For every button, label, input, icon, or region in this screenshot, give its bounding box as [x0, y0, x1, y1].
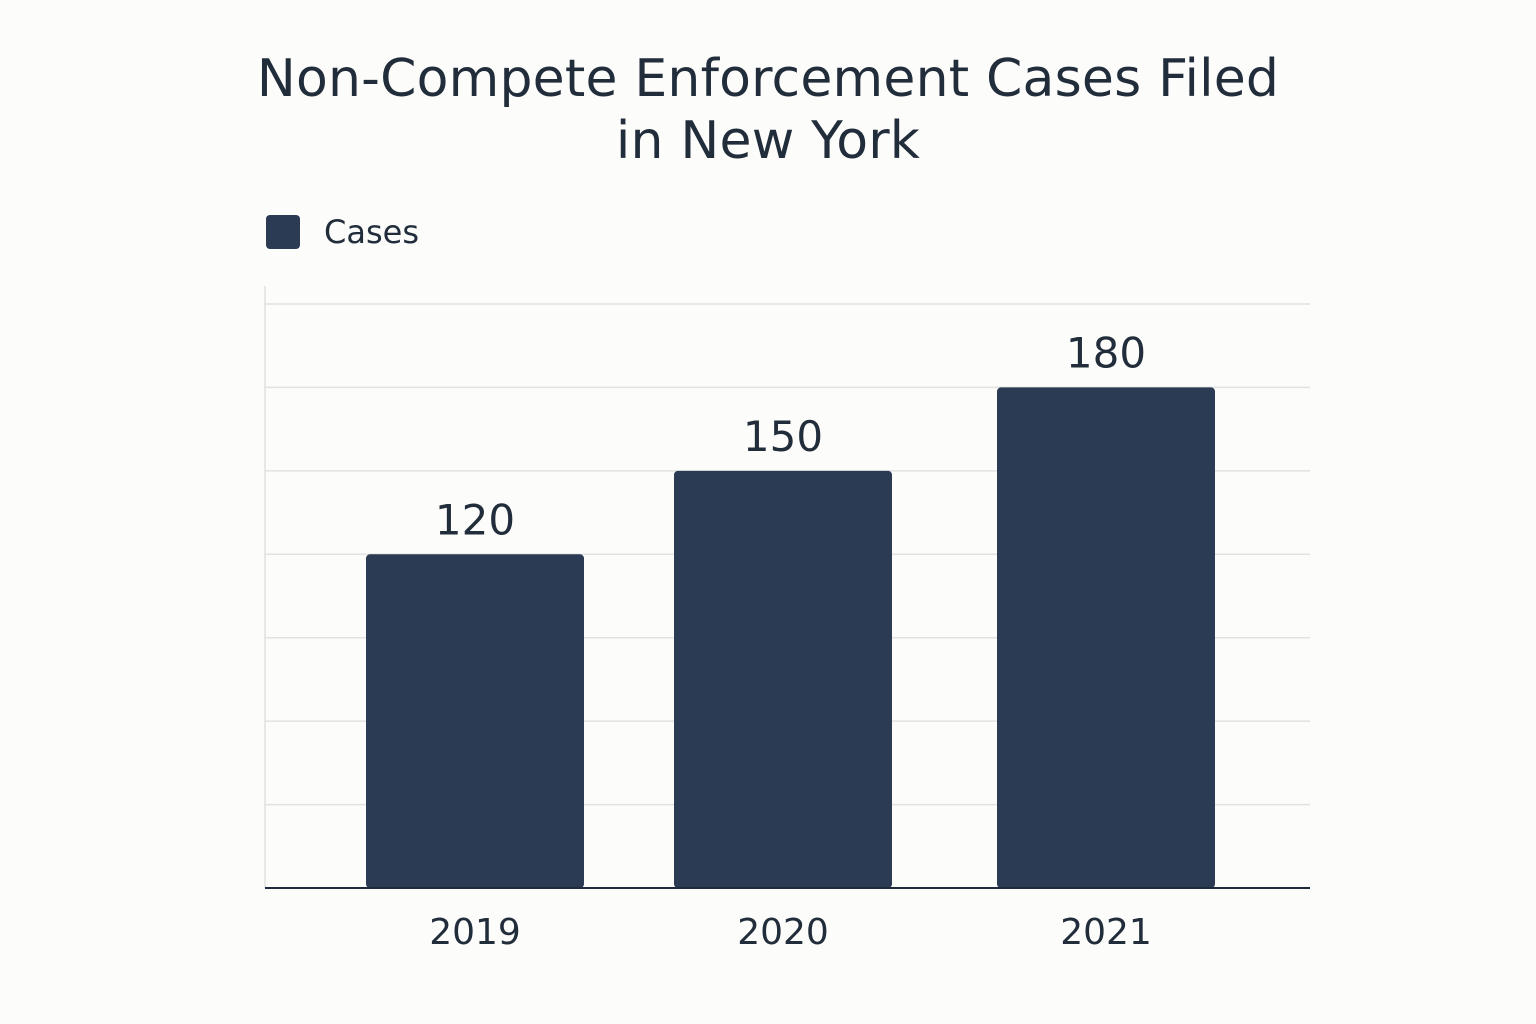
- bar-2019: [366, 554, 584, 888]
- chart-legend: Cases: [266, 212, 419, 252]
- legend-swatch-cases: [266, 215, 300, 249]
- bar-2020: [674, 470, 892, 888]
- x-tick-label-2019: 2019: [429, 912, 521, 953]
- x-tick-label-2021: 2021: [1060, 912, 1152, 953]
- x-tick-label-2020: 2020: [737, 912, 829, 953]
- bar-value-label-2019: 120: [435, 495, 515, 544]
- chart-title-line-1: Non-Compete Enforcement Cases Filed: [256, 49, 1280, 109]
- bar-value-label-2021: 180: [1066, 328, 1146, 377]
- chart-title: Non-Compete Enforcement Cases Filed in N…: [0, 48, 1536, 172]
- bars: [366, 387, 1215, 888]
- bar-value-label-2020: 150: [743, 412, 823, 461]
- legend-label-cases: Cases: [324, 213, 419, 251]
- bar-2021: [997, 387, 1215, 888]
- chart-title-line-2: in New York: [615, 111, 921, 171]
- labels: 120 2019 150 2020 180 2021: [429, 328, 1152, 953]
